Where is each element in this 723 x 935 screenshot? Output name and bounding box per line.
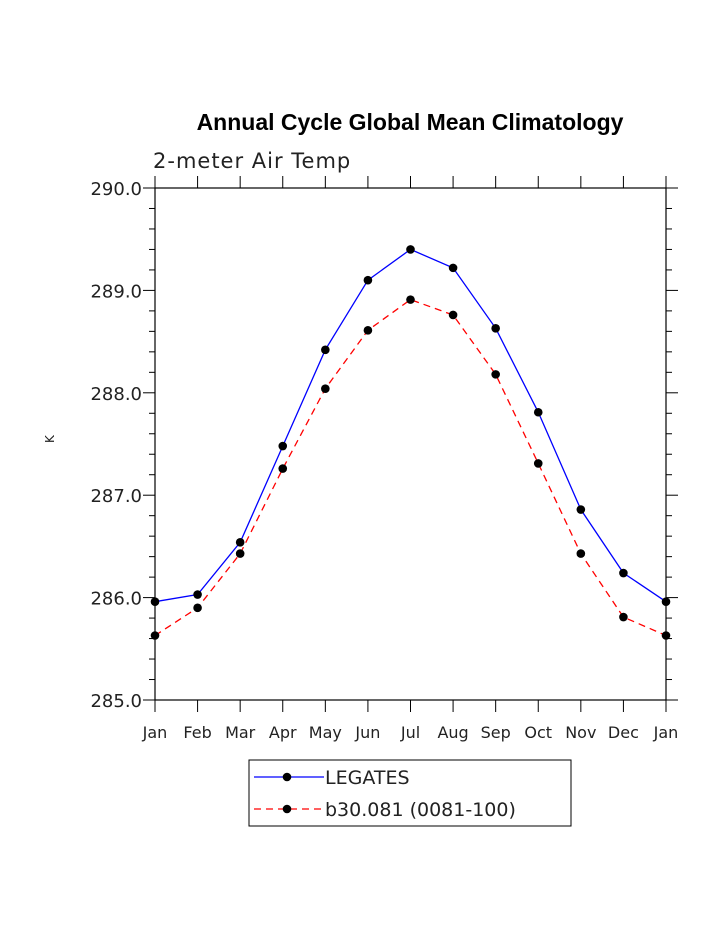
series-1-point bbox=[321, 345, 330, 355]
series-2-point bbox=[278, 464, 288, 473]
y-tick-label: 286.0 bbox=[90, 589, 142, 610]
chart-subtitle: 2-meter Air Temp bbox=[153, 149, 351, 173]
legend: LEGATES b30.081 (0081-100) bbox=[248, 759, 572, 827]
y-tick-label: 287.0 bbox=[90, 486, 142, 507]
series-2-point bbox=[321, 384, 330, 394]
series-line-2 bbox=[154, 298, 667, 637]
legend-box bbox=[248, 759, 572, 827]
series-2-point bbox=[193, 603, 202, 613]
x-tick-label: Aug bbox=[437, 723, 468, 742]
series-1-point bbox=[235, 538, 245, 547]
series-2-point bbox=[576, 549, 586, 558]
x-tick-label: Jan bbox=[653, 723, 679, 742]
plot-frame bbox=[154, 187, 667, 701]
x-tick-label: Oct bbox=[524, 723, 552, 742]
series-2-point bbox=[448, 310, 458, 320]
series-2-point bbox=[661, 631, 671, 640]
series-2-point bbox=[363, 326, 373, 335]
series-1-point bbox=[661, 597, 671, 606]
series-2-point bbox=[235, 549, 245, 558]
legend-marker-2 bbox=[282, 804, 292, 814]
x-tick-label: Jun bbox=[354, 723, 380, 742]
plot-area: 285.0 286.0 287.0 288.0 289.0 290.0 Jan Feb Mar A… bbox=[90, 176, 678, 742]
y-tick-label: 290.0 bbox=[90, 179, 142, 200]
y-tick-label: 289.0 bbox=[90, 281, 142, 302]
x-tick-label: Jan bbox=[142, 723, 168, 742]
x-tick-label: May bbox=[309, 723, 342, 742]
chart-title: Annual Cycle Global Mean Climatology bbox=[197, 109, 624, 135]
x-tick-label: Nov bbox=[565, 723, 596, 742]
y-tick-label: 285.0 bbox=[90, 691, 142, 712]
y-axis-label: K bbox=[43, 434, 57, 443]
x-tick-label: Sep bbox=[481, 723, 511, 742]
series-1-point bbox=[406, 245, 415, 254]
series-1-point bbox=[193, 590, 202, 599]
series-1-point bbox=[576, 505, 586, 514]
series-1-point bbox=[619, 568, 628, 578]
series-1-point bbox=[278, 441, 288, 451]
series-2-point bbox=[150, 631, 160, 640]
x-tick-label: Feb bbox=[183, 723, 211, 742]
series-1-point bbox=[150, 597, 160, 606]
legend-marker-1 bbox=[282, 772, 292, 782]
legend-label-1: LEGATES bbox=[325, 767, 410, 789]
series-1-point bbox=[448, 263, 458, 273]
y-tick-label: 288.0 bbox=[90, 384, 142, 405]
series-2-point bbox=[406, 295, 415, 304]
x-tick-label: Jul bbox=[400, 723, 420, 742]
series-2-point bbox=[619, 612, 628, 622]
series-2-point bbox=[533, 459, 543, 468]
series-1-point bbox=[491, 323, 500, 333]
series-2-point bbox=[491, 370, 500, 379]
x-tick-label: Apr bbox=[269, 723, 297, 742]
x-tick-label: Mar bbox=[225, 723, 256, 742]
legend-label-2: b30.081 (0081-100) bbox=[325, 799, 516, 821]
series-1-point bbox=[363, 275, 373, 285]
x-tick-label: Dec bbox=[608, 723, 639, 742]
series-1-point bbox=[533, 407, 543, 417]
